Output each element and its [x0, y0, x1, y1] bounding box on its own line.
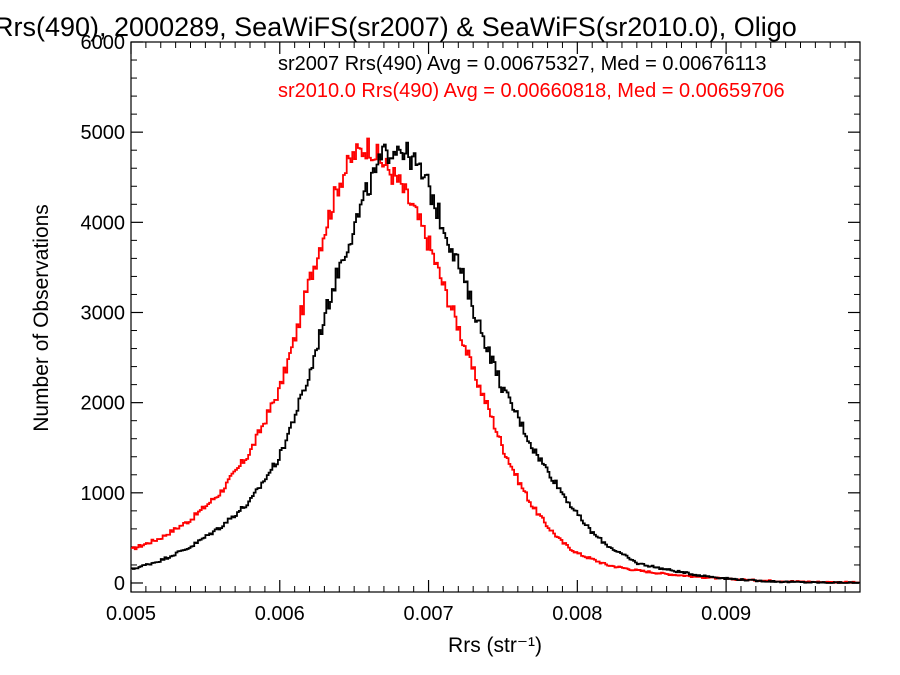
x-tick-label: 0.007 — [404, 603, 454, 625]
plot-area — [130, 41, 861, 593]
chart-title: Rrs(490), 2000289, SeaWiFS(sr2007) & Sea… — [0, 12, 797, 42]
y-tick-label: 2000 — [81, 393, 126, 415]
y-tick-label: 5000 — [81, 122, 126, 144]
series-sr2010.0 — [131, 137, 860, 584]
legend-entry-2: sr2010.0 Rrs(490) Avg = 0.00660818, Med … — [278, 80, 785, 102]
y-tick-label: 6000 — [81, 32, 126, 54]
legend-entry-1: sr2007 Rrs(490) Avg = 0.00675327, Med = … — [278, 53, 767, 75]
plot-frame — [130, 41, 861, 593]
y-tick-label: 1000 — [81, 483, 126, 505]
y-tick-label: 4000 — [81, 212, 126, 234]
y-axis: 0 1000 2000 3000 4000 5000 6000 — [81, 32, 860, 595]
y-tick-label: 0 — [114, 573, 125, 595]
y-tick-label: 3000 — [81, 302, 126, 324]
y-axis-label: Number of Observations — [30, 204, 53, 432]
x-tick-label: 0.006 — [255, 603, 305, 625]
x-tick-label: 0.005 — [106, 603, 156, 625]
x-axis-label: Rrs (str⁻¹) — [448, 634, 542, 657]
series-sr2007 — [131, 141, 860, 584]
x-tick-label: 0.008 — [552, 603, 602, 625]
x-axis: 0.005 0.006 0.007 0.008 0.009 — [106, 42, 861, 625]
x-tick-label: 0.009 — [701, 603, 751, 625]
series-layer — [131, 137, 860, 584]
